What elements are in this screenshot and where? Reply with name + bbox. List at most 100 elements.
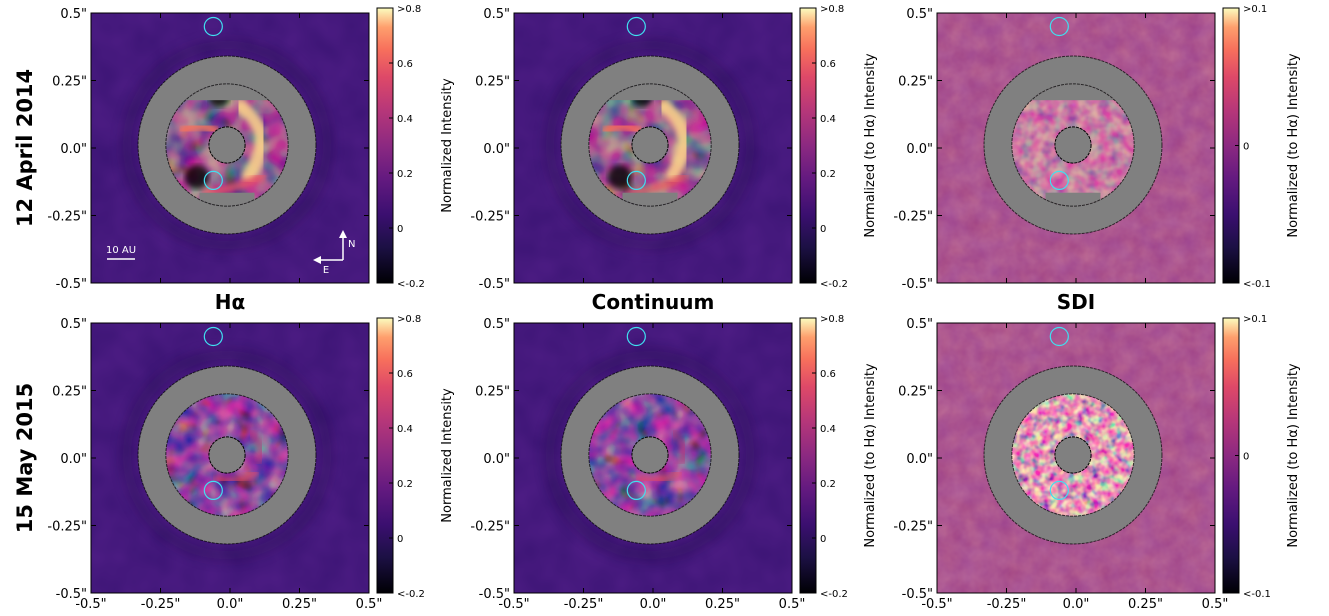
colorbar-tick-label: 0.4 — [397, 114, 413, 125]
colorbar-tick-label: <-0.2 — [397, 279, 425, 290]
panel-1-1: 0.5" -0.5" 0.25" -0.25" 0.0" 0.0" -0.25" 0.25" -… — [470, 314, 878, 612]
x-tick-label: 0.0" — [217, 597, 244, 612]
colorbar: >0.8 0.6 0.4 0.2 0 <-0.2 Normalized Intensity — [376, 314, 455, 600]
x-tick-label: 0.5" — [356, 597, 383, 612]
colorbar-label: Normalized Intensity — [440, 388, 455, 523]
compass-north: N — [348, 239, 355, 250]
y-tick-label: 0.5" — [60, 317, 87, 332]
y-tick-label: -0.25" — [47, 210, 87, 225]
central-mask — [208, 126, 246, 164]
marker-circle — [1049, 170, 1069, 190]
colorbar-tick-label: 0 — [397, 224, 403, 235]
y-tick-label: 0.0" — [483, 142, 510, 157]
colorbar-label: Normalized Intensity — [440, 78, 455, 213]
image-field — [937, 13, 1215, 283]
x-tick-label: 0.25" — [1128, 597, 1163, 612]
colorbar-tick-label: 0.6 — [397, 369, 413, 380]
image-field — [937, 323, 1215, 593]
image-field — [91, 323, 369, 593]
colorbar-label: Normalized (to Hα) Intensity — [1286, 53, 1301, 238]
y-tick-label: -0.5" — [479, 587, 510, 602]
marker-circle — [626, 170, 646, 190]
colorbar-tick-label: <-0.1 — [1243, 279, 1271, 290]
y-tick-label: -0.5" — [56, 587, 87, 602]
marker-circle — [1049, 326, 1069, 347]
marker-circle — [203, 326, 223, 347]
panel-0-2: 0.5" 0.25" 0.0" -0.25" -0.5" >0.1 0 <-0.1 Normal… — [893, 4, 1301, 292]
colorbar: >0.1 0 <-0.1 Normalized (to Hα) Intensity — [1222, 4, 1301, 290]
colorbar-tick-label: 0 — [820, 534, 826, 545]
mask-ring — [561, 366, 739, 544]
colorbar-tick-label: <-0.2 — [397, 589, 425, 600]
column-title: SDI — [1057, 290, 1095, 314]
y-tick-label: 0.25" — [52, 385, 87, 400]
colorbar-tick-label: 0 — [1243, 452, 1249, 463]
y-tick-label: -0.5" — [902, 277, 933, 292]
y-tick-label: 0.0" — [906, 142, 933, 157]
x-tick-label: -0.5" — [75, 597, 106, 612]
colorbar: >0.1 0 <-0.1 Normalized (to Hα) Intensity — [1222, 314, 1301, 600]
y-tick-label: 0.0" — [60, 142, 87, 157]
colorbar-tick-label: 0.6 — [820, 369, 836, 380]
panel-1-2: 0.5" -0.5" 0.25" -0.25" 0.0" 0.0" -0.25" 0.25" -… — [893, 314, 1301, 612]
marker-circle — [626, 326, 646, 347]
y-tick-label: -0.25" — [47, 520, 87, 535]
colorbar-tick-label: >0.8 — [397, 314, 421, 325]
x-tick-label: -0.25" — [141, 597, 181, 612]
column-title: Continuum — [592, 290, 715, 314]
marker-circle — [203, 170, 223, 190]
colorbar-tick-label: <-0.1 — [1243, 589, 1271, 600]
colorbar-tick-label: >0.8 — [820, 4, 844, 15]
colorbar-tick-label: 0 — [397, 534, 403, 545]
x-tick-label: 0.5" — [1202, 597, 1229, 612]
central-mask — [631, 436, 669, 474]
y-tick-label: 0.5" — [483, 317, 510, 332]
panel-0-1: 0.5" 0.25" 0.0" -0.25" -0.5" >0.8 0.6 0.4 0.2 0 <-… — [470, 4, 878, 292]
column-title: Hα — [215, 290, 245, 314]
colorbar-tick-label: >0.1 — [1243, 314, 1267, 325]
colorbar-tick-label: 0.2 — [820, 479, 836, 490]
x-tick-label: -0.25" — [564, 597, 604, 612]
x-tick-label: -0.25" — [987, 597, 1027, 612]
panel-1-0: 0.5" -0.5" 0.25" -0.25" 0.0" 0.0" -0.25" 0.25" -… — [47, 314, 455, 612]
central-mask — [208, 436, 246, 474]
marker-circle — [1049, 480, 1069, 500]
y-tick-label: -0.5" — [902, 587, 933, 602]
marker-circle — [203, 480, 223, 500]
colorbar: >0.8 0.6 0.4 0.2 0 <-0.2 Normalized Intensity — [376, 4, 455, 290]
y-tick-label: 0.25" — [475, 385, 510, 400]
y-tick-label: -0.25" — [470, 210, 510, 225]
x-tick-label: 0.5" — [779, 597, 806, 612]
colorbar-label: Normalized (to Hα) Intensity — [1286, 363, 1301, 548]
colorbar-tick-label: 0.4 — [820, 424, 836, 435]
colorbar-tick-label: 0.4 — [820, 114, 836, 125]
y-tick-label: 0.25" — [52, 75, 87, 90]
x-tick-label: 0.0" — [640, 597, 667, 612]
marker-circle — [203, 16, 223, 37]
y-tick-label: -0.25" — [893, 520, 933, 535]
image-field — [514, 323, 792, 593]
x-tick-label: 0.0" — [1063, 597, 1090, 612]
marker-circle — [626, 480, 646, 500]
colorbar-tick-label: <-0.2 — [820, 279, 848, 290]
row-label: 12 April 2014 — [13, 69, 37, 227]
y-tick-label: 0.0" — [906, 452, 933, 467]
colorbar-tick-label: 0.4 — [397, 424, 413, 435]
y-tick-label: 0.5" — [483, 7, 510, 22]
colorbar-tick-label: >0.1 — [1243, 4, 1267, 15]
central-mask — [1054, 126, 1092, 164]
y-tick-label: 0.0" — [483, 452, 510, 467]
colorbar-label: Normalized (to Hα) Intensity — [863, 53, 878, 238]
y-tick-label: 0.25" — [898, 75, 933, 90]
colorbar-tick-label: 0 — [820, 224, 826, 235]
y-tick-label: -0.25" — [893, 210, 933, 225]
colorbar: >0.8 0.6 0.4 0.2 0 <-0.2 Normalized (to Hα) In… — [799, 314, 878, 600]
image-field — [91, 13, 369, 283]
colorbar-tick-label: 0.6 — [820, 59, 836, 70]
y-tick-label: 0.5" — [60, 7, 87, 22]
y-tick-label: 0.25" — [898, 385, 933, 400]
y-tick-label: 0.25" — [475, 75, 510, 90]
scale-bar: 10 AU — [106, 245, 136, 260]
x-tick-label: -0.5" — [921, 597, 952, 612]
